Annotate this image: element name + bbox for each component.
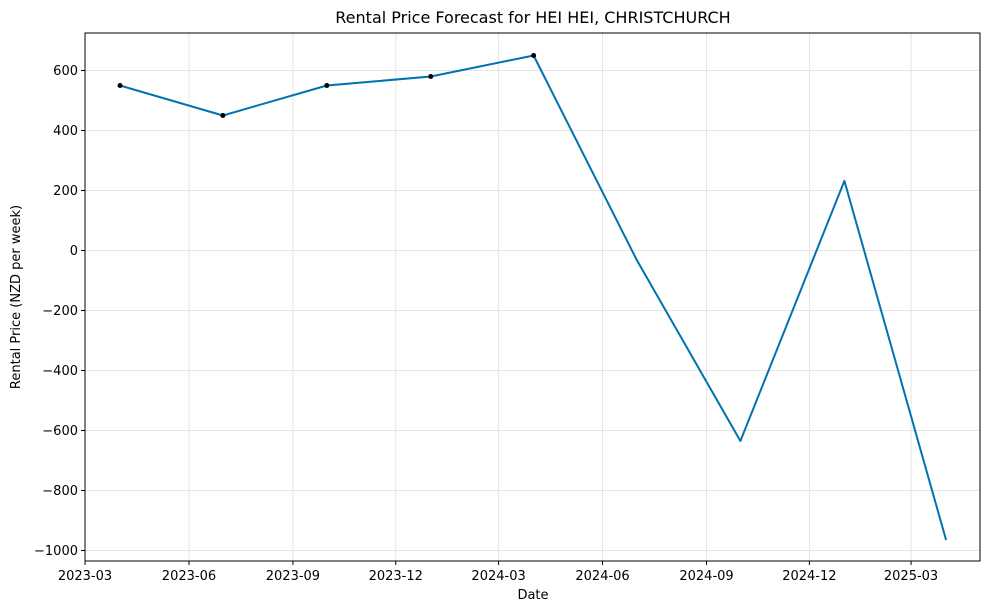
observed-data-point — [324, 83, 330, 88]
observed-data-point — [531, 53, 537, 58]
observed-data-point — [428, 74, 434, 79]
y-tick-label: 200 — [53, 184, 78, 199]
observed-data-point — [220, 113, 226, 118]
axis-ticks: 2023-03 2023-06 2023-09 2023-12 2024-03 2024-… — [34, 64, 938, 584]
x-tick-label: 2024-06 — [575, 569, 629, 584]
series-layer — [117, 53, 948, 541]
y-tick-label: 600 — [53, 64, 78, 79]
plot-frame — [84, 32, 981, 562]
y-tick-label: −600 — [42, 424, 78, 439]
x-tick-label: 2024-09 — [679, 569, 733, 584]
x-tick-label: 2025-03 — [884, 569, 938, 584]
y-tick-label: 0 — [70, 244, 78, 259]
x-tick-label: 2024-03 — [471, 569, 525, 584]
y-tick-label: −200 — [42, 304, 78, 319]
x-tick-label: 2023-12 — [369, 569, 423, 584]
y-tick-label: 400 — [53, 124, 78, 139]
observed-data-point — [117, 83, 123, 88]
x-axis-label: Date — [517, 588, 548, 603]
y-tick-label: −400 — [42, 364, 78, 379]
x-tick-label: 2023-03 — [58, 569, 112, 584]
y-tick-label: −800 — [42, 484, 78, 499]
x-tick-label: 2024-12 — [782, 569, 836, 584]
y-tick-label: −1000 — [34, 544, 78, 559]
grid-lines — [84, 33, 980, 561]
x-tick-label: 2023-09 — [266, 569, 320, 584]
chart-title: Rental Price Forecast for HEI HEI, CHRIS… — [335, 8, 730, 27]
x-tick-label: 2023-06 — [162, 569, 216, 584]
y-axis-label: Rental Price (NZD per week) — [9, 205, 24, 389]
